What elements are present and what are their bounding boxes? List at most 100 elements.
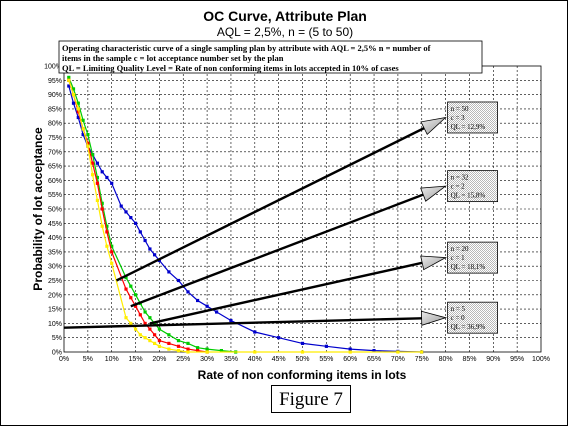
- annotation-arrow-2: [130, 185, 447, 308]
- x-tick-label: 40%: [248, 356, 262, 363]
- annotation-text: c = 0: [451, 314, 466, 322]
- annotation-text: QL = 15,8%: [451, 192, 486, 200]
- data-point: [176, 344, 181, 348]
- annotation-box-bg: [447, 101, 499, 134]
- annotation-box-4: n = 5c = 0QL = 36,9%: [447, 301, 499, 334]
- annotation-text: QL = 36,9%: [451, 323, 486, 331]
- y-tick-label: 60%: [48, 178, 62, 185]
- x-tick-label: 60%: [343, 356, 357, 363]
- x-tick-label: 25%: [176, 356, 190, 363]
- data-point: [167, 347, 171, 351]
- annotation-box-2: n = 32c = 2QL = 15,8%: [447, 170, 499, 203]
- y-tick-label: 0%: [52, 350, 62, 357]
- arrow-head: [420, 255, 447, 271]
- y-tick-label: 95%: [48, 78, 62, 85]
- data-point: [157, 339, 161, 343]
- data-point: [348, 350, 352, 354]
- y-tick-label: 45%: [48, 221, 62, 228]
- data-point: [76, 101, 80, 105]
- y-tick-labels: 0% 5% 10% 15% 20% 25% 30% 35% 40% 45% 50% 55% 60% 65%…: [44, 64, 62, 357]
- data-point: [95, 198, 99, 202]
- annotation-text: c = 3: [451, 114, 466, 122]
- data-point: [129, 321, 133, 325]
- data-point: [148, 247, 152, 251]
- data-point: [134, 327, 138, 331]
- x-tick-label: 100%: [532, 356, 550, 363]
- data-point: [215, 310, 219, 314]
- data-point: [348, 347, 352, 351]
- data-point: [186, 341, 190, 345]
- data-point: [420, 350, 424, 354]
- data-point: [148, 339, 152, 343]
- data-point: [105, 224, 109, 228]
- annotation-text: c = 1: [451, 254, 466, 262]
- data-point: [91, 161, 95, 165]
- x-tick-label: 10%: [105, 356, 119, 363]
- arrow-shaft: [149, 261, 423, 325]
- x-tick-label: 80%: [439, 356, 453, 363]
- annotation-text: n = 32: [451, 174, 469, 182]
- y-tick-label: 85%: [48, 106, 62, 113]
- annotation-text: QL = 12,9%: [451, 123, 486, 131]
- data-point: [86, 141, 90, 145]
- data-point: [219, 349, 223, 353]
- arrow-head: [420, 310, 448, 326]
- data-point: [167, 270, 171, 274]
- x-tick-label: 55%: [319, 356, 333, 363]
- note-line-1: Operating characteristic curve of a sing…: [62, 43, 431, 53]
- figure-label: Figure 7: [271, 385, 351, 413]
- annotation-text: n = 50: [451, 105, 469, 113]
- data-point: [129, 284, 133, 288]
- x-tick-label: 30%: [200, 356, 214, 363]
- note-line-2: items in the sample c = lot acceptance n…: [62, 53, 284, 63]
- data-point: [134, 304, 138, 308]
- data-point: [229, 318, 233, 323]
- data-point: [176, 339, 181, 343]
- chart-title: OC Curve, Attribute Plan: [203, 8, 367, 24]
- data-point: [105, 230, 109, 234]
- data-point: [205, 304, 209, 308]
- data-point: [186, 347, 190, 351]
- y-tick-label: 55%: [48, 192, 62, 199]
- data-point: [95, 181, 99, 185]
- x-tick-label: 35%: [224, 356, 238, 363]
- annotation-box-bg: [447, 170, 499, 203]
- data-point: [153, 333, 157, 337]
- annotation-box-bg: [447, 241, 499, 274]
- annotation-text: n = 5: [451, 305, 466, 313]
- chart-subtitle: AQL = 2,5%, n = (5 to 50): [217, 25, 353, 39]
- data-point: [71, 101, 76, 105]
- y-tick-label: 30%: [48, 264, 62, 271]
- y-tick-label: 50%: [48, 207, 62, 214]
- arrow-head: [420, 116, 447, 136]
- annotation-box-3: n = 20c = 1QL = 18,1%: [447, 241, 499, 274]
- y-tick-label: 70%: [48, 149, 62, 156]
- data-point: [143, 336, 147, 340]
- y-tick-label: 90%: [48, 92, 62, 99]
- y-axis-label: Probability of lot acceptance: [31, 127, 45, 291]
- annotation-arrows: [63, 116, 448, 329]
- data-point: [300, 341, 305, 345]
- y-tick-label: 15%: [48, 307, 62, 314]
- y-tick-label: 10%: [48, 321, 62, 328]
- data-point: [81, 133, 85, 137]
- data-point: [76, 115, 80, 120]
- data-point: [105, 244, 109, 248]
- data-point: [110, 244, 114, 248]
- data-point: [176, 349, 181, 353]
- data-point: [253, 330, 257, 334]
- y-tick-label: 65%: [48, 164, 62, 171]
- data-point: [110, 261, 114, 265]
- data-point: [71, 93, 76, 97]
- arrow-head: [420, 185, 447, 202]
- y-tick-label: 20%: [48, 292, 62, 299]
- x-tick-label: 50%: [295, 356, 309, 363]
- data-point: [396, 350, 400, 354]
- series-4: [67, 78, 424, 354]
- data-point: [86, 144, 90, 148]
- data-point: [81, 118, 85, 122]
- note-box: Operating characteristic curve of a sing…: [58, 40, 483, 74]
- note-line-3: QL = Limiting Quality Level = Rate of no…: [62, 63, 399, 73]
- y-tick-label: 35%: [48, 249, 62, 256]
